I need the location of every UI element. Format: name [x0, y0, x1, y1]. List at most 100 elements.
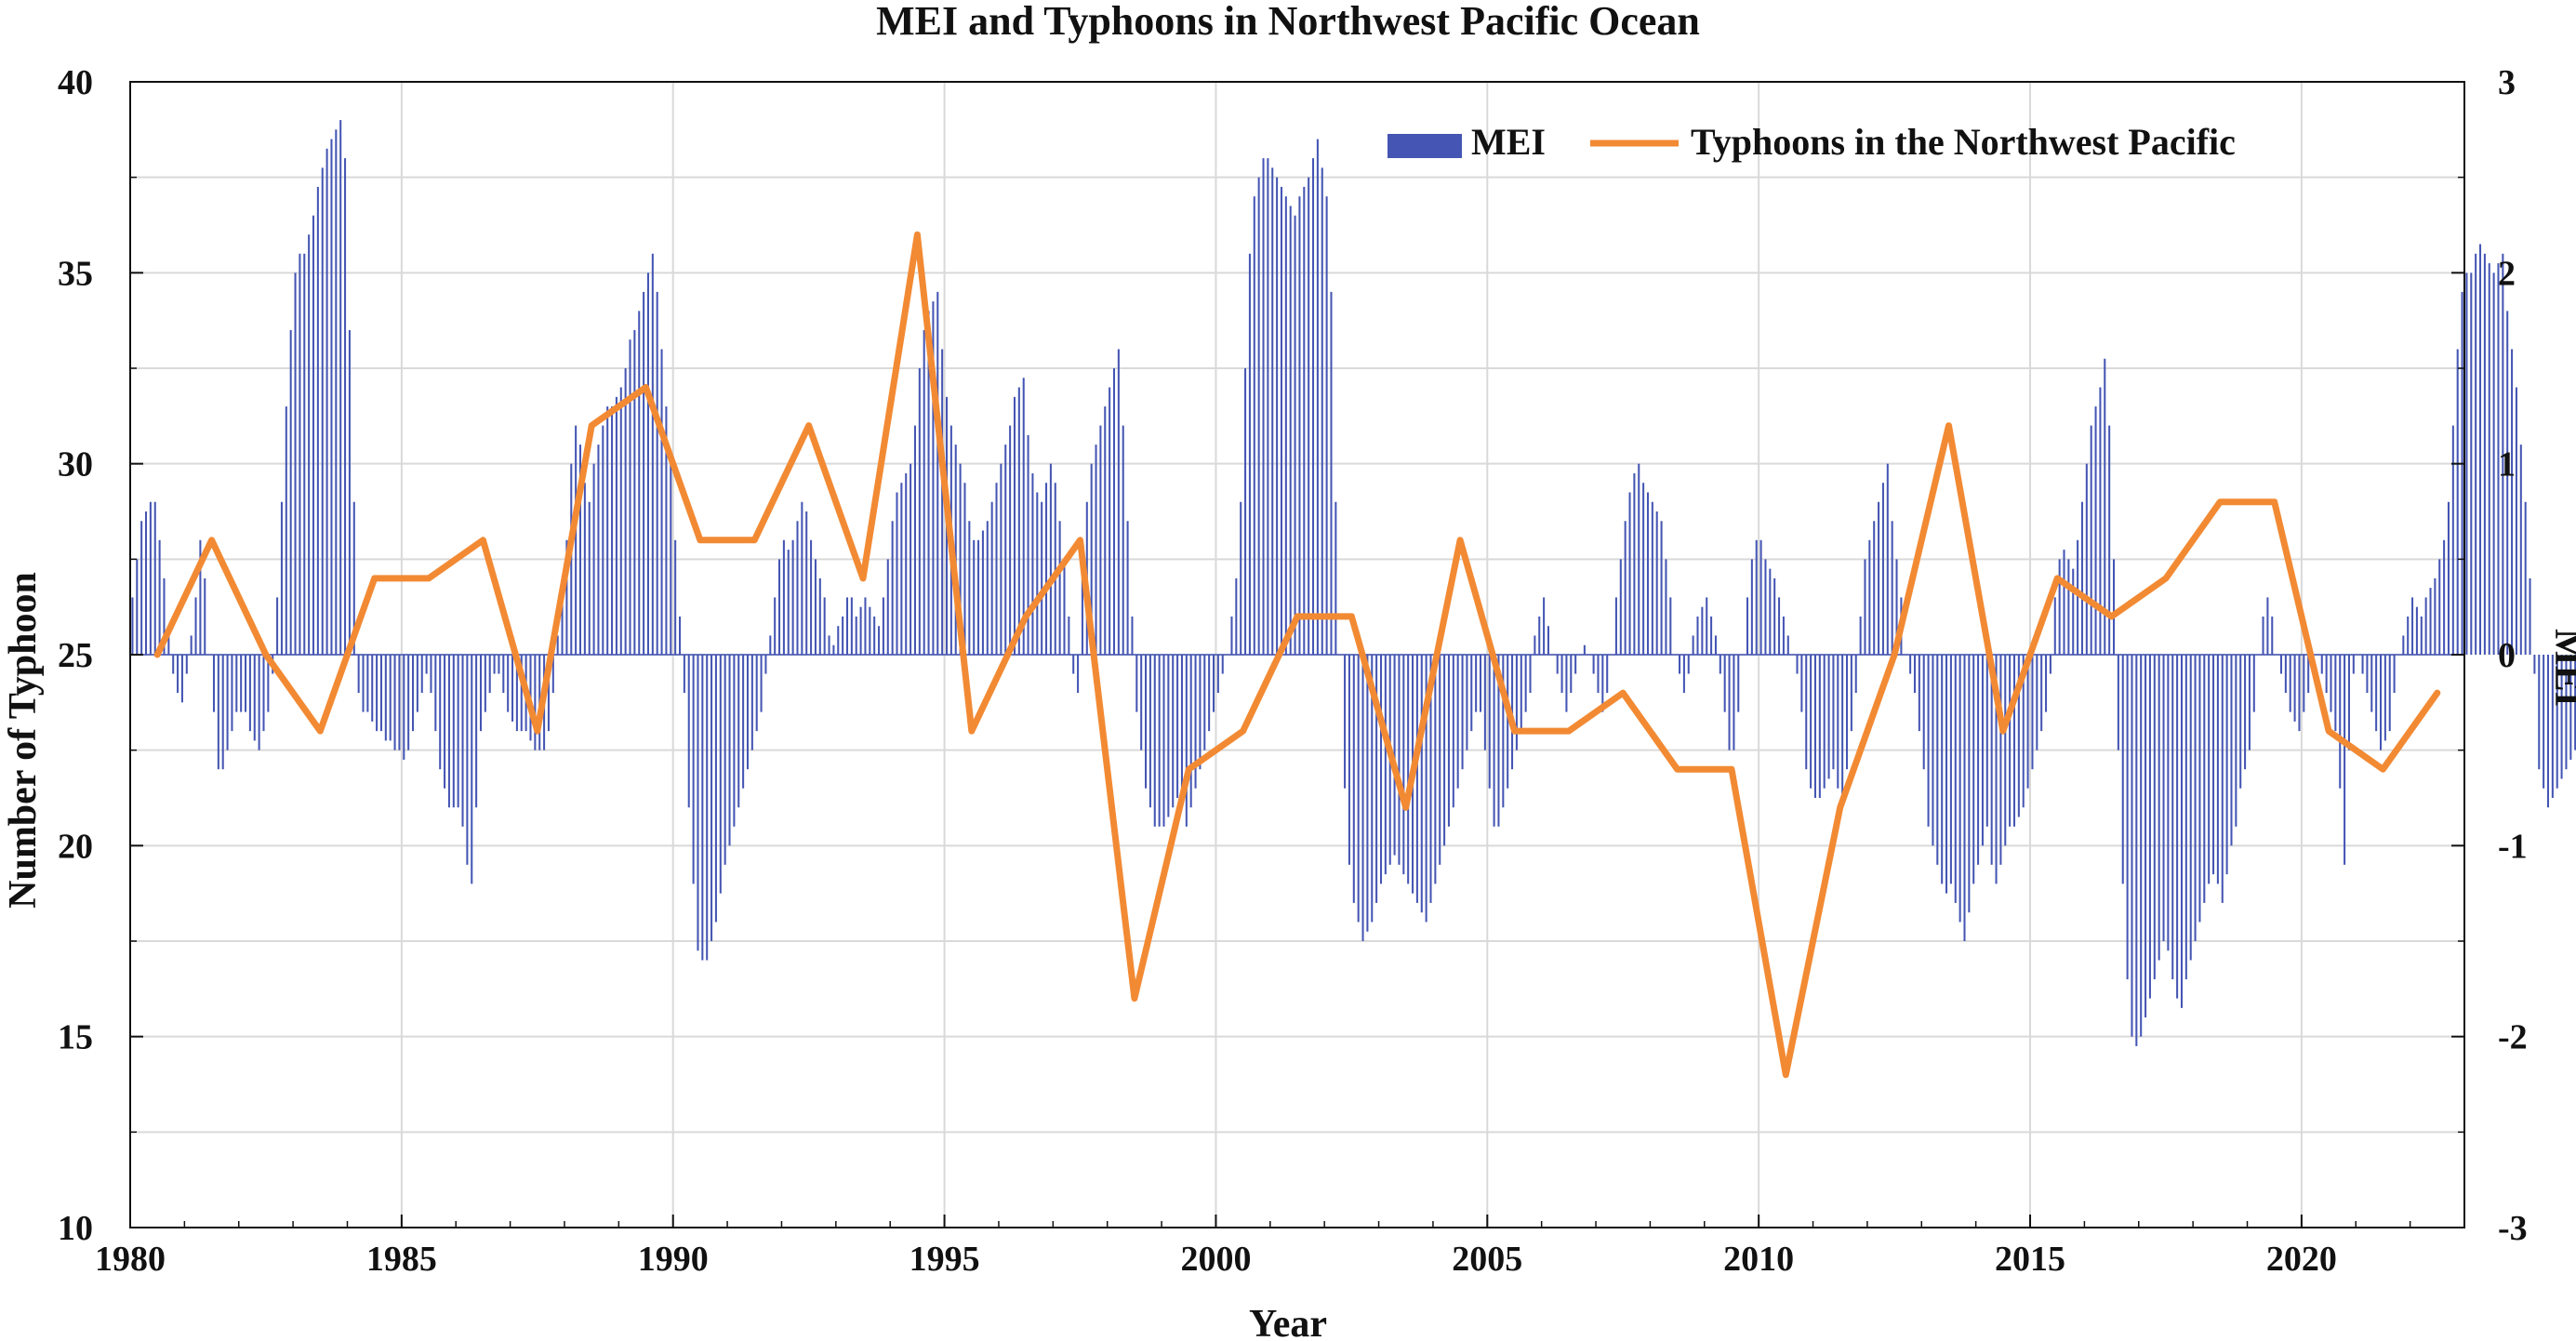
mei-bar [2022, 655, 2025, 808]
mei-bar [1706, 597, 1708, 655]
mei-bar [1167, 655, 1170, 817]
mei-bar [163, 578, 166, 655]
x-tick-label: 1985 [366, 1240, 437, 1279]
mei-bar [1470, 655, 1473, 732]
mei-bar [2456, 349, 2459, 655]
mei-bar [2148, 655, 2151, 999]
x-tick-label: 2005 [1452, 1240, 1522, 1279]
mei-bar [217, 655, 219, 770]
mei-bar [1565, 655, 1568, 712]
mei-bar [1162, 655, 1165, 827]
mei-bar [1379, 655, 1383, 884]
mei-bar [710, 655, 713, 941]
x-tick-label: 2000 [1180, 1240, 1251, 1279]
mei-bar [2569, 655, 2572, 760]
mei-bar [728, 655, 731, 846]
mei-bar [425, 655, 428, 674]
mei-bar [2551, 655, 2554, 798]
mei-bar [2117, 655, 2119, 750]
mei-bar [466, 655, 469, 865]
mei-bar [995, 483, 998, 655]
mei-bar [760, 655, 763, 712]
mei-bar [534, 655, 537, 750]
mei-bar [2298, 655, 2301, 732]
mei-bar [2307, 655, 2310, 694]
mei-bar [1922, 655, 1925, 770]
x-tick-label: 2010 [1723, 1240, 1794, 1279]
mei-bar [1655, 511, 1658, 655]
y-axis-label-left: Number of Typhoon [2, 572, 45, 909]
mei-bar [2094, 406, 2097, 655]
mei-bar [475, 655, 478, 808]
mei-bar [701, 655, 704, 961]
mei-bar [597, 445, 600, 655]
mei-bar [1769, 568, 1772, 655]
mei-bar [1687, 655, 1690, 674]
mei-bar [2565, 655, 2568, 770]
mei-bar [177, 655, 179, 694]
mei-bar [2420, 616, 2423, 655]
mei-bar [403, 655, 405, 760]
mei-bar [1601, 655, 1604, 712]
mei-bar [1624, 521, 1627, 655]
mei-bar [515, 655, 518, 732]
mei-bar [1823, 655, 1826, 789]
mei-bar [2344, 655, 2346, 865]
mei-bar [2461, 291, 2463, 655]
mei-bar [1357, 655, 1360, 923]
mei-bar [2465, 272, 2468, 655]
mei-bar [1854, 655, 1857, 694]
mei-bar [963, 483, 966, 655]
mei-bar [679, 616, 682, 655]
mei-bar [344, 158, 347, 655]
mei-bar [1651, 501, 1653, 655]
mei-bar [2470, 272, 2473, 655]
mei-bar [1728, 655, 1731, 750]
mei-bar [1248, 253, 1251, 655]
mei-bar [742, 655, 745, 789]
mei-bar [1334, 501, 1337, 655]
mei-bar [412, 655, 415, 732]
mei-bar [2176, 655, 2179, 999]
mei-bar [136, 559, 139, 655]
mei-bar [2402, 635, 2405, 655]
mei-bar [629, 339, 631, 655]
mei-bar [1393, 655, 1396, 856]
mei-bar [2533, 655, 2536, 674]
mei-bar [2347, 655, 2350, 750]
mei-bar [1049, 463, 1052, 655]
mei-bar [670, 463, 672, 655]
mei-bar [2339, 655, 2342, 789]
mei-bar [810, 539, 813, 655]
mei-bar [2361, 655, 2364, 674]
mei-bar [1782, 616, 1785, 655]
y-left-tick-label: 10 [58, 1209, 93, 1248]
mei-bar [1913, 655, 1916, 694]
mei-bar [1507, 655, 1509, 789]
mei-bar [1361, 655, 1364, 941]
mei-bar [643, 291, 645, 655]
mei-bars [131, 120, 2576, 1046]
mei-bar [325, 148, 328, 655]
mei-bar [1827, 655, 1830, 779]
mei-bar [1534, 635, 1536, 655]
mei-bar [2144, 655, 2147, 1018]
mei-bar [910, 463, 912, 655]
mei-bar [1375, 655, 1378, 903]
mei-bar [1077, 655, 1080, 694]
mei-bar [258, 655, 260, 750]
mei-bar [2009, 655, 2012, 827]
mei-bar [1126, 521, 1129, 655]
mei-bar [1954, 655, 1957, 903]
mei-bar [1063, 559, 1066, 655]
mei-bar [1679, 655, 1681, 674]
mei-bar [990, 501, 993, 655]
mei-bar [1570, 655, 1573, 694]
mei-bar [420, 655, 423, 694]
x-axis-label: Year [1249, 1303, 1327, 1341]
mei-bar [1027, 434, 1029, 655]
mei-bar [1764, 559, 1767, 655]
mei-bar [289, 329, 292, 655]
mei-bar [407, 655, 410, 750]
